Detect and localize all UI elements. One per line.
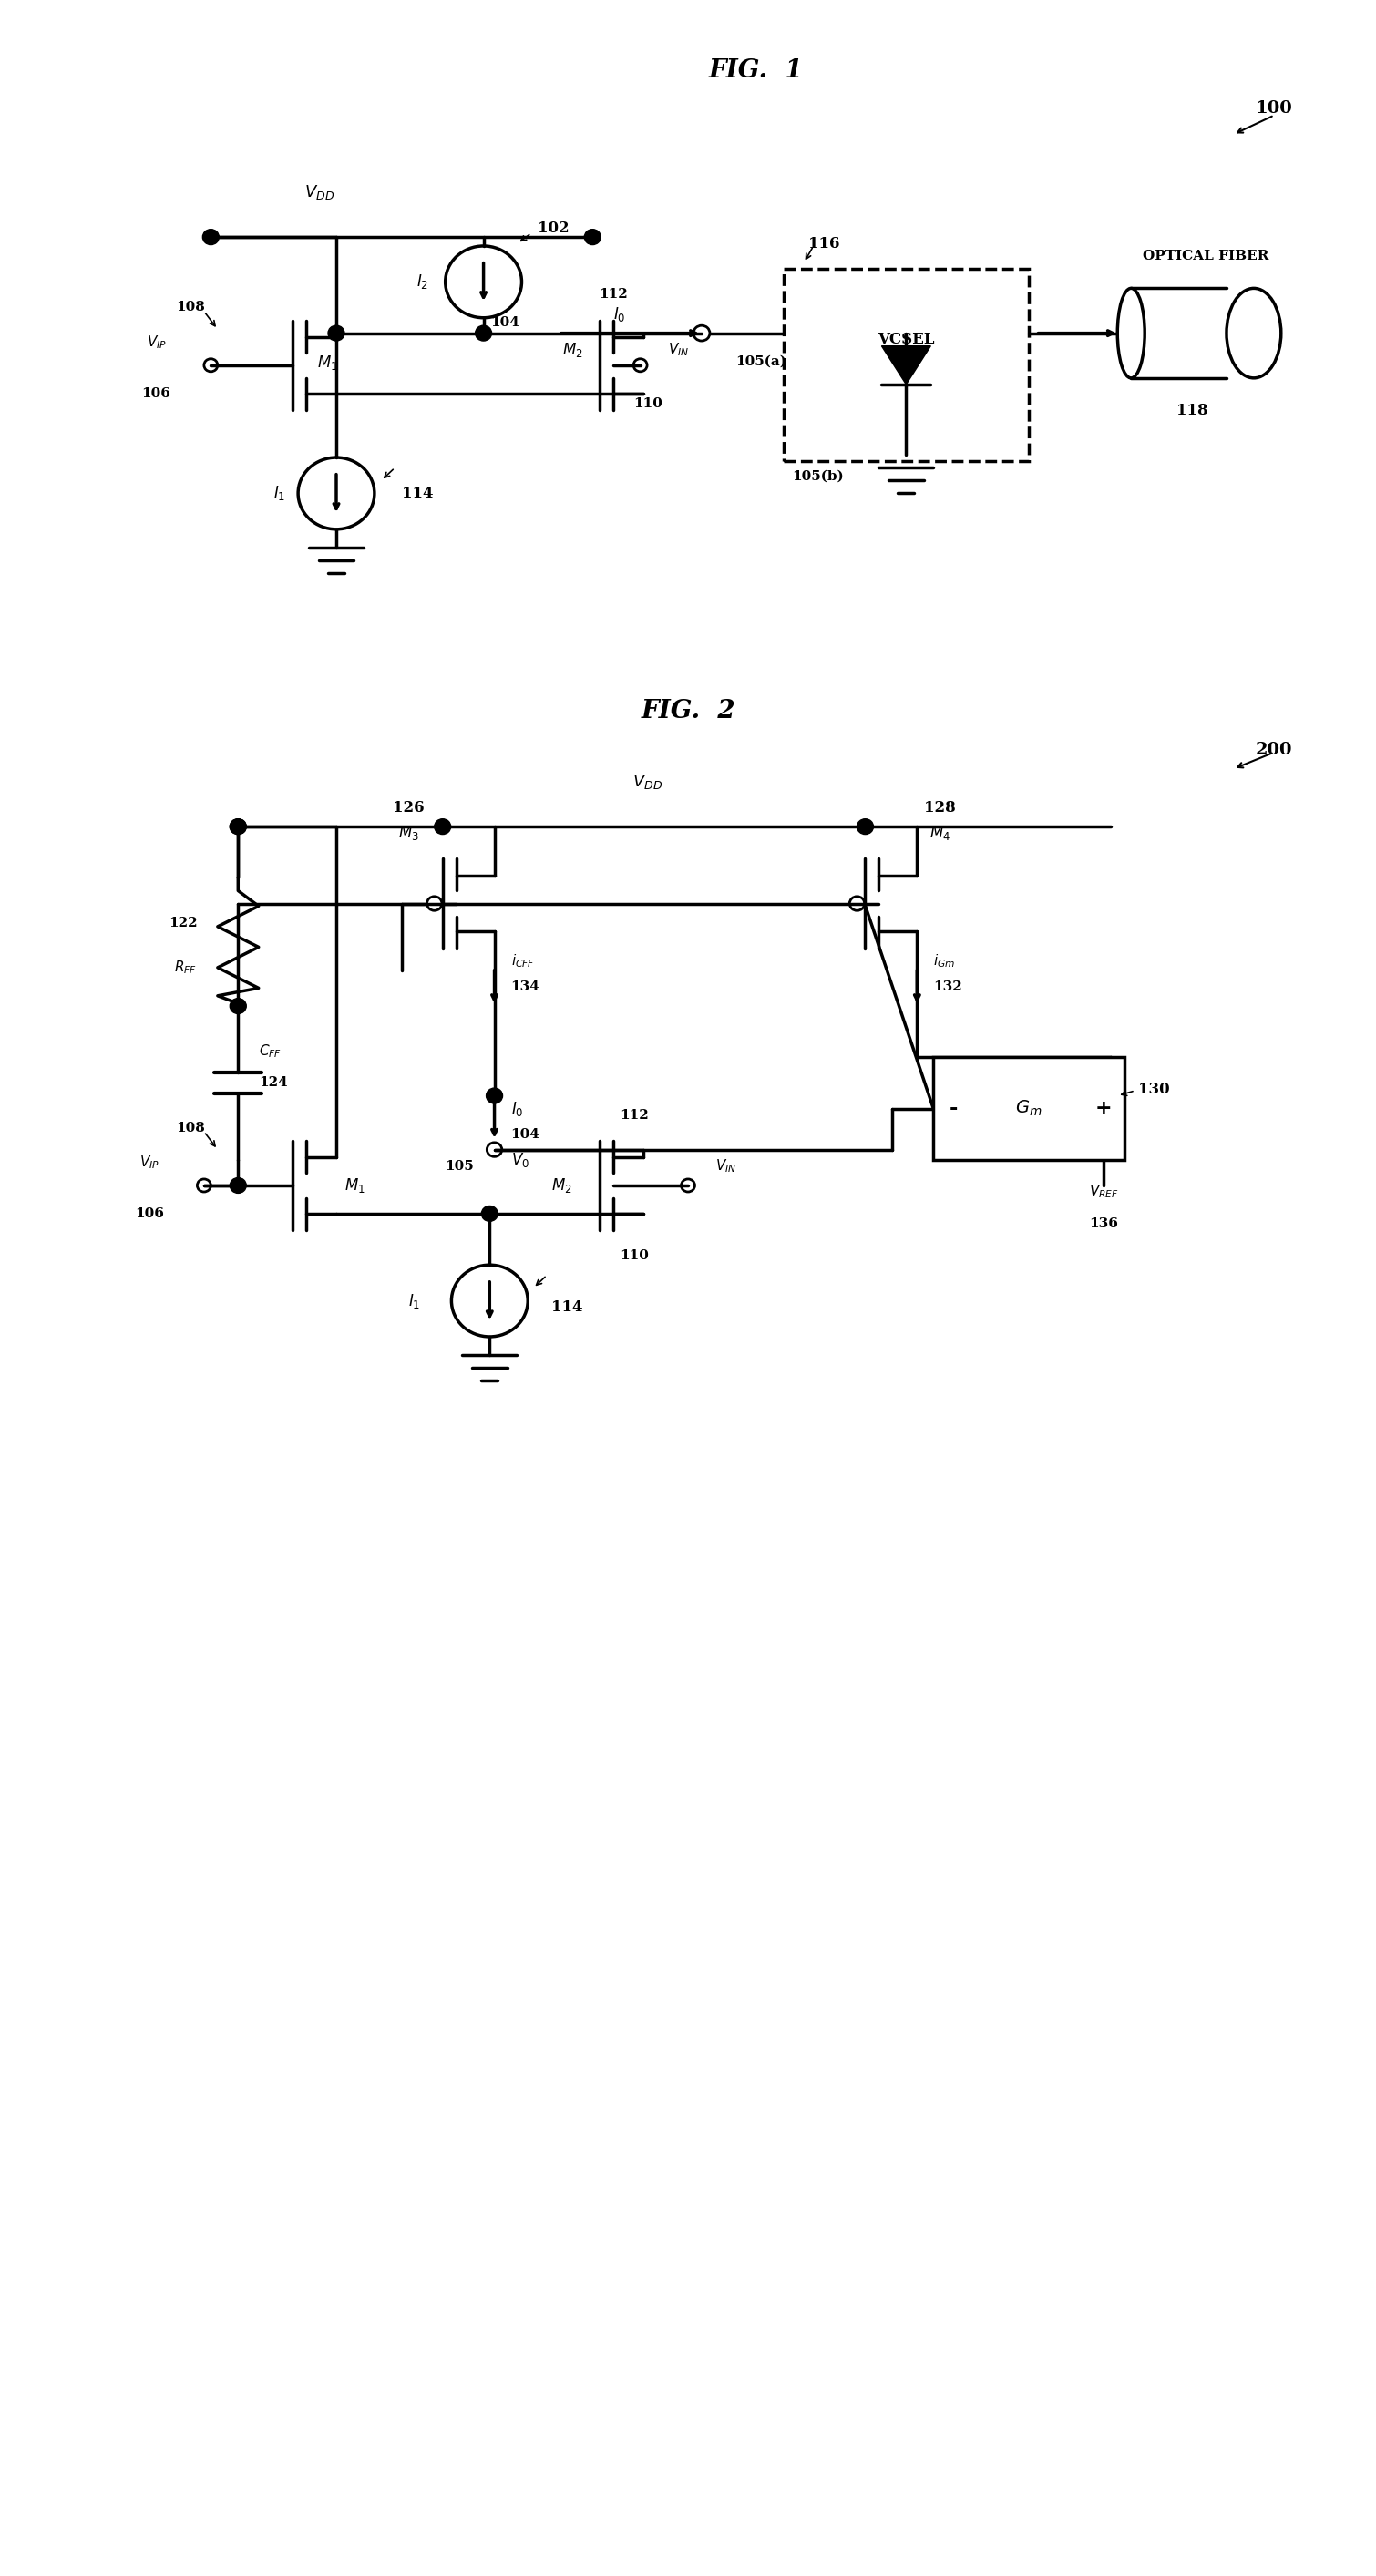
Circle shape (230, 819, 246, 835)
Circle shape (486, 1087, 502, 1103)
Circle shape (327, 325, 344, 340)
Text: 112: 112 (599, 289, 627, 301)
Text: 124: 124 (259, 1077, 288, 1090)
Text: +: + (1095, 1097, 1112, 1118)
Text: $V_{REF}$: $V_{REF}$ (1088, 1182, 1119, 1200)
Text: $V_{DD}$: $V_{DD}$ (305, 183, 334, 201)
Text: $M_1$: $M_1$ (318, 353, 338, 371)
Text: 102: 102 (538, 222, 570, 237)
Text: 112: 112 (619, 1108, 648, 1121)
Text: $V_{IN}$: $V_{IN}$ (667, 340, 689, 358)
Text: $M_4$: $M_4$ (930, 824, 951, 842)
Text: $M_3$: $M_3$ (398, 824, 418, 842)
Text: 108: 108 (176, 301, 205, 314)
Text: 106: 106 (135, 1208, 164, 1221)
Circle shape (230, 819, 246, 835)
Ellipse shape (1117, 289, 1145, 379)
Text: $V_0$: $V_0$ (510, 1151, 528, 1170)
Text: OPTICAL FIBER: OPTICAL FIBER (1143, 250, 1269, 263)
Text: 114: 114 (550, 1298, 582, 1314)
Text: 110: 110 (619, 1249, 649, 1262)
Text: $M_2$: $M_2$ (552, 1177, 572, 1195)
Circle shape (475, 325, 491, 340)
Text: 106: 106 (142, 386, 171, 399)
Text: 130: 130 (1138, 1082, 1170, 1097)
Text: $V_{IN}$: $V_{IN}$ (716, 1157, 736, 1175)
Text: $i_{Gm}$: $i_{Gm}$ (933, 953, 955, 969)
Polygon shape (882, 345, 930, 384)
Text: 100: 100 (1256, 100, 1293, 116)
Text: 118: 118 (1176, 402, 1208, 417)
Circle shape (230, 1177, 246, 1193)
Text: $M_1$: $M_1$ (344, 1177, 365, 1195)
Text: 105: 105 (444, 1159, 473, 1172)
Text: $V_{DD}$: $V_{DD}$ (632, 773, 662, 791)
Text: 136: 136 (1090, 1218, 1119, 1231)
Text: 104: 104 (490, 317, 519, 330)
Text: $I_0$: $I_0$ (614, 304, 626, 322)
Text: FIG.  2: FIG. 2 (641, 698, 735, 724)
Circle shape (482, 1206, 498, 1221)
Text: 105(a): 105(a) (736, 355, 787, 368)
Text: VCSEL: VCSEL (878, 332, 934, 348)
Text: FIG.  1: FIG. 1 (709, 59, 804, 82)
Circle shape (202, 229, 219, 245)
Text: 132: 132 (933, 981, 962, 994)
Text: $R_{FF}$: $R_{FF}$ (175, 958, 197, 976)
Circle shape (857, 819, 874, 835)
Text: 108: 108 (176, 1121, 205, 1133)
Text: $C_{FF}$: $C_{FF}$ (259, 1043, 281, 1059)
Text: 114: 114 (402, 487, 433, 502)
Text: $I_1$: $I_1$ (272, 484, 285, 502)
Text: -: - (949, 1097, 958, 1118)
Text: 116: 116 (809, 234, 841, 252)
Text: 122: 122 (168, 917, 197, 930)
Circle shape (230, 999, 246, 1015)
Text: $G_m$: $G_m$ (1015, 1100, 1042, 1118)
Text: $I_1$: $I_1$ (409, 1291, 421, 1311)
Circle shape (435, 819, 451, 835)
Text: 110: 110 (633, 397, 662, 410)
Text: $V_{IP}$: $V_{IP}$ (146, 335, 166, 350)
FancyBboxPatch shape (933, 1056, 1124, 1159)
Text: 200: 200 (1256, 742, 1292, 757)
Text: 128: 128 (925, 799, 956, 814)
Text: $M_2$: $M_2$ (561, 340, 582, 358)
Text: $I_0$: $I_0$ (510, 1100, 523, 1118)
Text: 104: 104 (510, 1128, 539, 1141)
Circle shape (585, 229, 601, 245)
Text: 126: 126 (392, 799, 424, 814)
Text: 134: 134 (510, 981, 539, 994)
Text: $i_{CFF}$: $i_{CFF}$ (510, 953, 534, 969)
Text: $V_{IP}$: $V_{IP}$ (139, 1154, 160, 1172)
Text: 105(b): 105(b) (791, 471, 843, 484)
Text: $I_2$: $I_2$ (416, 273, 428, 291)
